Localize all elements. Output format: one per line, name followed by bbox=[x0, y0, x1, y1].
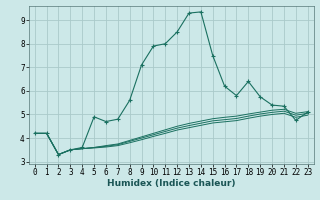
X-axis label: Humidex (Indice chaleur): Humidex (Indice chaleur) bbox=[107, 179, 236, 188]
